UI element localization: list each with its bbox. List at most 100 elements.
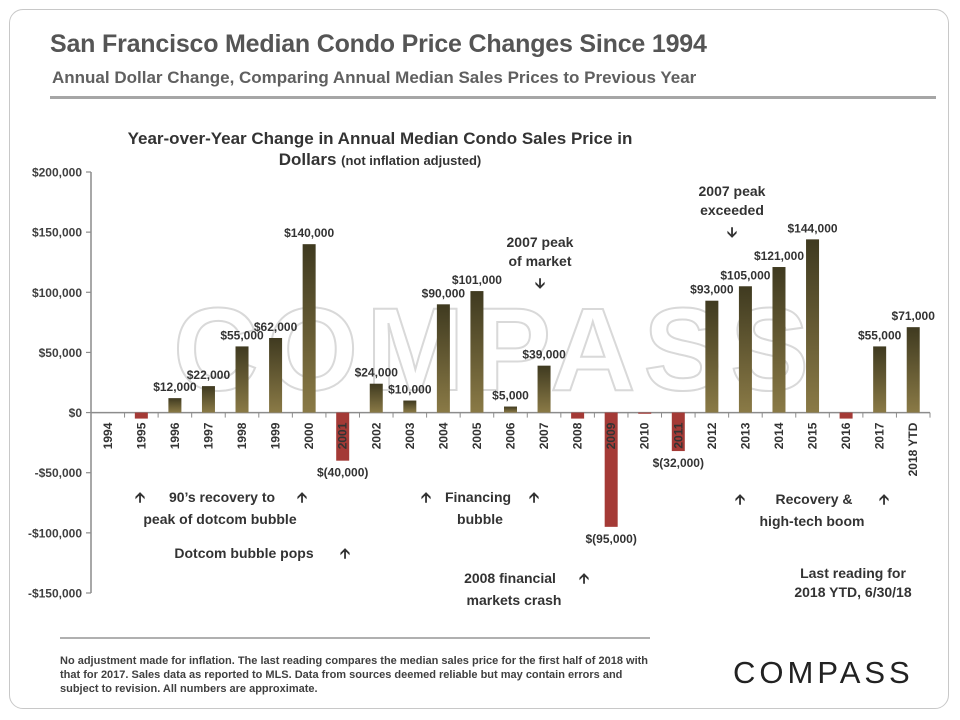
annotation-dotcom-pops: Dotcom bubble pops [174, 545, 313, 561]
data-label: $62,000 [254, 320, 298, 334]
annotation-crash-line1: 2008 financial [464, 570, 556, 586]
bar [504, 406, 517, 413]
bar [403, 400, 417, 413]
data-label: $22,000 [187, 368, 231, 382]
x-tick-label: 2010 [638, 422, 652, 449]
arrow-down-icon: 🡫 [727, 224, 737, 240]
y-tick-label: -$100,000 [28, 526, 82, 540]
y-tick-label: -$50,000 [35, 466, 83, 480]
x-tick-label: 2005 [470, 422, 484, 449]
x-tick-label: 1997 [201, 422, 215, 449]
x-tick-label: 2018 YTD [906, 422, 920, 476]
annotation-financing-line2: bubble [457, 511, 503, 527]
x-tick-label: 2000 [302, 422, 316, 449]
x-tick-label: 2016 [839, 422, 853, 449]
chart-title: Year-over-Year Change in Annual Median C… [120, 128, 640, 171]
x-tick-label: 2001 [336, 422, 350, 449]
x-tick-label: 2017 [873, 422, 887, 449]
data-label: $144,000 [788, 221, 838, 235]
annotation-peak-2007-line1: 2007 peak [507, 234, 574, 250]
y-tick-label: -$150,000 [28, 587, 82, 601]
y-tick-label: $0 [69, 406, 83, 420]
x-tick-label: 2007 [537, 422, 551, 449]
x-tick-label: 2012 [705, 422, 719, 449]
x-tick-label: 2004 [436, 422, 450, 449]
data-label: $39,000 [522, 348, 566, 362]
arrow-up-icon: 🡩 [579, 570, 589, 586]
bar [671, 412, 685, 452]
y-tick-label: $150,000 [32, 226, 82, 240]
y-tick-label: $50,000 [39, 346, 83, 360]
x-tick-label: 1995 [134, 422, 148, 449]
data-label: $(32,000) [653, 456, 704, 470]
data-label: $105,000 [720, 268, 770, 282]
footnote: No adjustment made for inflation. The la… [60, 655, 649, 695]
bar [638, 412, 652, 414]
data-label: $(95,000) [585, 532, 636, 546]
bar [269, 337, 283, 413]
annotation-peak-2007-line2: of market [508, 253, 571, 269]
data-label: $10,000 [388, 383, 432, 397]
annotation-financing-line1: Financing [445, 489, 511, 505]
data-label: $101,000 [452, 273, 502, 287]
bar [168, 398, 182, 413]
bar [537, 365, 551, 413]
data-label: $55,000 [858, 328, 902, 342]
data-label: $93,000 [690, 283, 734, 297]
x-tick-label: 2002 [369, 422, 383, 449]
arrow-up-icon: 🡩 [529, 489, 539, 505]
bar [839, 412, 853, 419]
slide-frame [9, 9, 949, 709]
x-tick-label: 2014 [772, 422, 786, 449]
annotation-recovery-line1: Recovery & [775, 491, 852, 507]
annotation-crash-line2: markets crash [467, 592, 562, 608]
annotation-last-reading-line1: Last reading for [800, 565, 906, 581]
data-label: $5,000 [492, 389, 529, 403]
header-divider [50, 96, 936, 99]
bar [571, 412, 585, 419]
annotation-peak-exceeded-line2: exceeded [700, 202, 764, 218]
bar [806, 239, 820, 413]
x-tick-label: 2003 [403, 422, 417, 449]
bars [134, 239, 920, 527]
x-tick-label: 1998 [235, 422, 249, 449]
x-tick-label: 2015 [806, 422, 820, 449]
annotation-last-reading-line2: 2018 YTD, 6/30/18 [794, 584, 911, 600]
data-label: $71,000 [892, 309, 936, 323]
bar [604, 412, 618, 527]
compass-logo: COMPASS [733, 655, 914, 690]
x-tick-label: 2009 [604, 422, 618, 449]
x-tick-label: 2006 [504, 422, 518, 449]
bar [772, 267, 786, 413]
x-tick-label: 1996 [168, 422, 182, 449]
bar [235, 346, 249, 413]
annotation-nineties-line1: 90’s recovery to [169, 489, 275, 505]
y-tick-label: $100,000 [32, 286, 82, 300]
bar [705, 300, 719, 413]
annotation-peak-exceeded-line1: 2007 peak [699, 183, 766, 199]
chart-title-note: (not inflation adjusted) [341, 153, 482, 168]
arrow-up-icon: 🡩 [879, 491, 889, 507]
arrow-up-icon: 🡩 [340, 545, 350, 561]
arrow-up-icon: 🡩 [297, 489, 307, 505]
data-label: $121,000 [754, 249, 804, 263]
bar [906, 327, 920, 413]
annotation-recovery-line2: high-tech boom [760, 513, 865, 529]
x-tick-label: 2008 [571, 422, 585, 449]
bar [470, 291, 484, 413]
x-tick-label: 1994 [101, 422, 115, 449]
bar [302, 244, 316, 413]
annotation-nineties-line2: peak of dotcom bubble [143, 511, 296, 527]
bar [738, 286, 752, 413]
data-label: $(40,000) [317, 466, 368, 480]
arrow-up-icon: 🡩 [735, 491, 745, 507]
x-tick-label: 1999 [269, 422, 283, 449]
footnote-divider [60, 637, 650, 639]
x-tick-label: 2011 [671, 422, 685, 448]
arrow-up-icon: 🡩 [135, 489, 145, 505]
data-label: $90,000 [422, 286, 466, 300]
page-title: San Francisco Median Condo Price Changes… [50, 30, 707, 58]
page-subtitle: Annual Dollar Change, Comparing Annual M… [52, 68, 697, 87]
data-label: $12,000 [153, 380, 197, 394]
